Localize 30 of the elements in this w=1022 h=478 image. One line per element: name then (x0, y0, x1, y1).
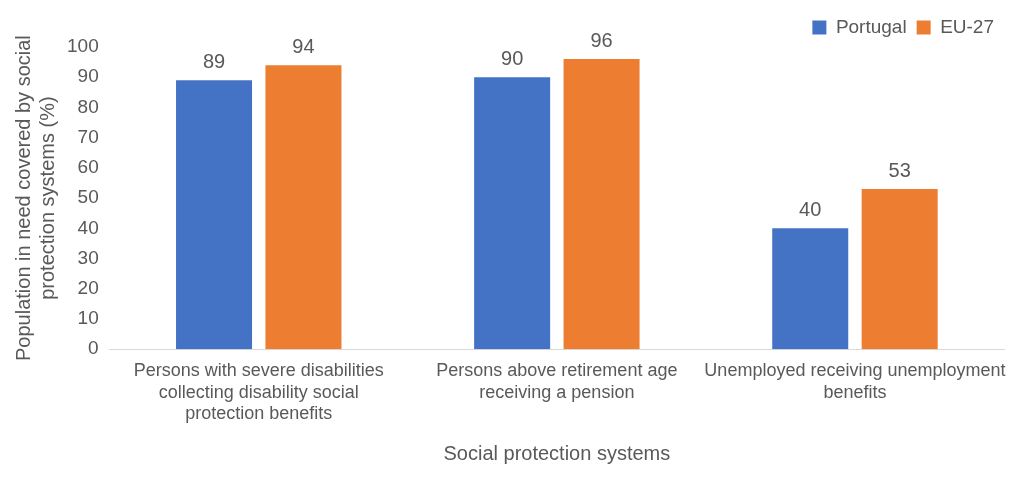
bar (474, 77, 551, 350)
y-tick-label: 90 (77, 65, 99, 87)
y-tick-label: 70 (77, 125, 99, 147)
legend-label: EU-27 (940, 15, 994, 37)
data-label: 53 (888, 158, 911, 181)
bar (772, 228, 849, 350)
data-label: 90 (501, 46, 524, 69)
data-label: 96 (590, 28, 613, 51)
y-tick-label: 10 (77, 307, 99, 329)
y-axis-title: Population in need covered by social protection systems (%) (11, 35, 58, 361)
x-tick-label: Unemployed receiving unemployment benefits (704, 359, 1006, 402)
bar (176, 80, 253, 350)
x-tick-label: Persons with severe disabilities collecting disability social protection benefits (133, 359, 384, 424)
x-tick-label: Persons above retirement age receiving a pension (436, 359, 678, 402)
y-tick-label: 0 (88, 337, 99, 359)
bar (563, 59, 640, 350)
y-tick-label: 100 (67, 35, 99, 57)
data-label: 94 (292, 34, 315, 57)
y-tick-label: 40 (77, 216, 99, 238)
legend-label: Portugal (835, 15, 907, 37)
data-label: 89 (202, 49, 226, 72)
y-tick-label: 20 (77, 276, 99, 298)
bar (861, 189, 938, 350)
y-tick-label: 50 (77, 186, 99, 208)
y-tick-label: 80 (77, 95, 99, 117)
y-tick-label: 60 (77, 156, 99, 178)
data-label: 40 (799, 197, 822, 220)
bar (265, 65, 342, 350)
y-tick-label: 30 (77, 246, 99, 268)
x-axis-title: Social protection systems (443, 441, 671, 464)
